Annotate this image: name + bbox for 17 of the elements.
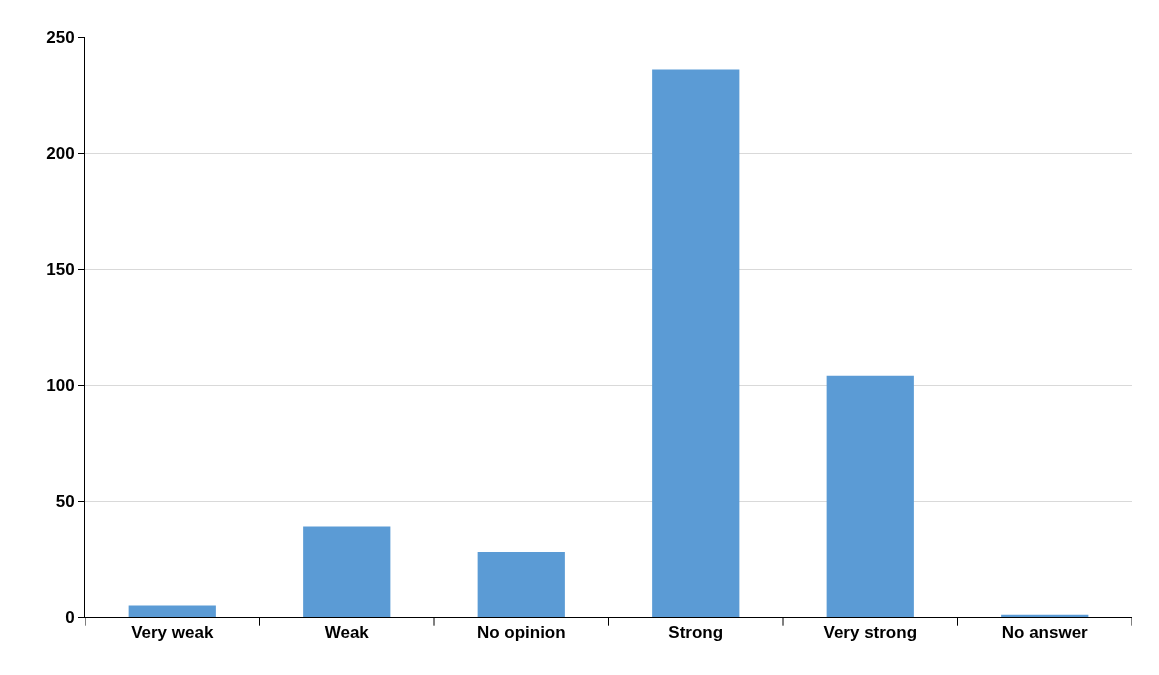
- x-tick-label: No opinion: [476, 623, 566, 643]
- x-tick-label: Very weak: [131, 623, 214, 643]
- y-tick-label: 150: [46, 259, 75, 279]
- bar: [652, 69, 740, 617]
- bar: [826, 375, 914, 617]
- y-tick-label: 250: [46, 27, 75, 47]
- y-tick-label: 0: [65, 607, 75, 627]
- x-tick-label: Weak: [324, 623, 370, 643]
- x-tick-label: Strong: [668, 623, 724, 643]
- y-tick-label: 50: [55, 491, 75, 511]
- y-tick-label: 100: [46, 375, 75, 395]
- x-tick-label: Very strong: [823, 623, 918, 643]
- bar: [477, 552, 565, 617]
- bar: [303, 526, 391, 617]
- x-tick-label: No answer: [1001, 623, 1089, 643]
- bar: [128, 605, 216, 617]
- y-tick-label: 200: [46, 143, 75, 163]
